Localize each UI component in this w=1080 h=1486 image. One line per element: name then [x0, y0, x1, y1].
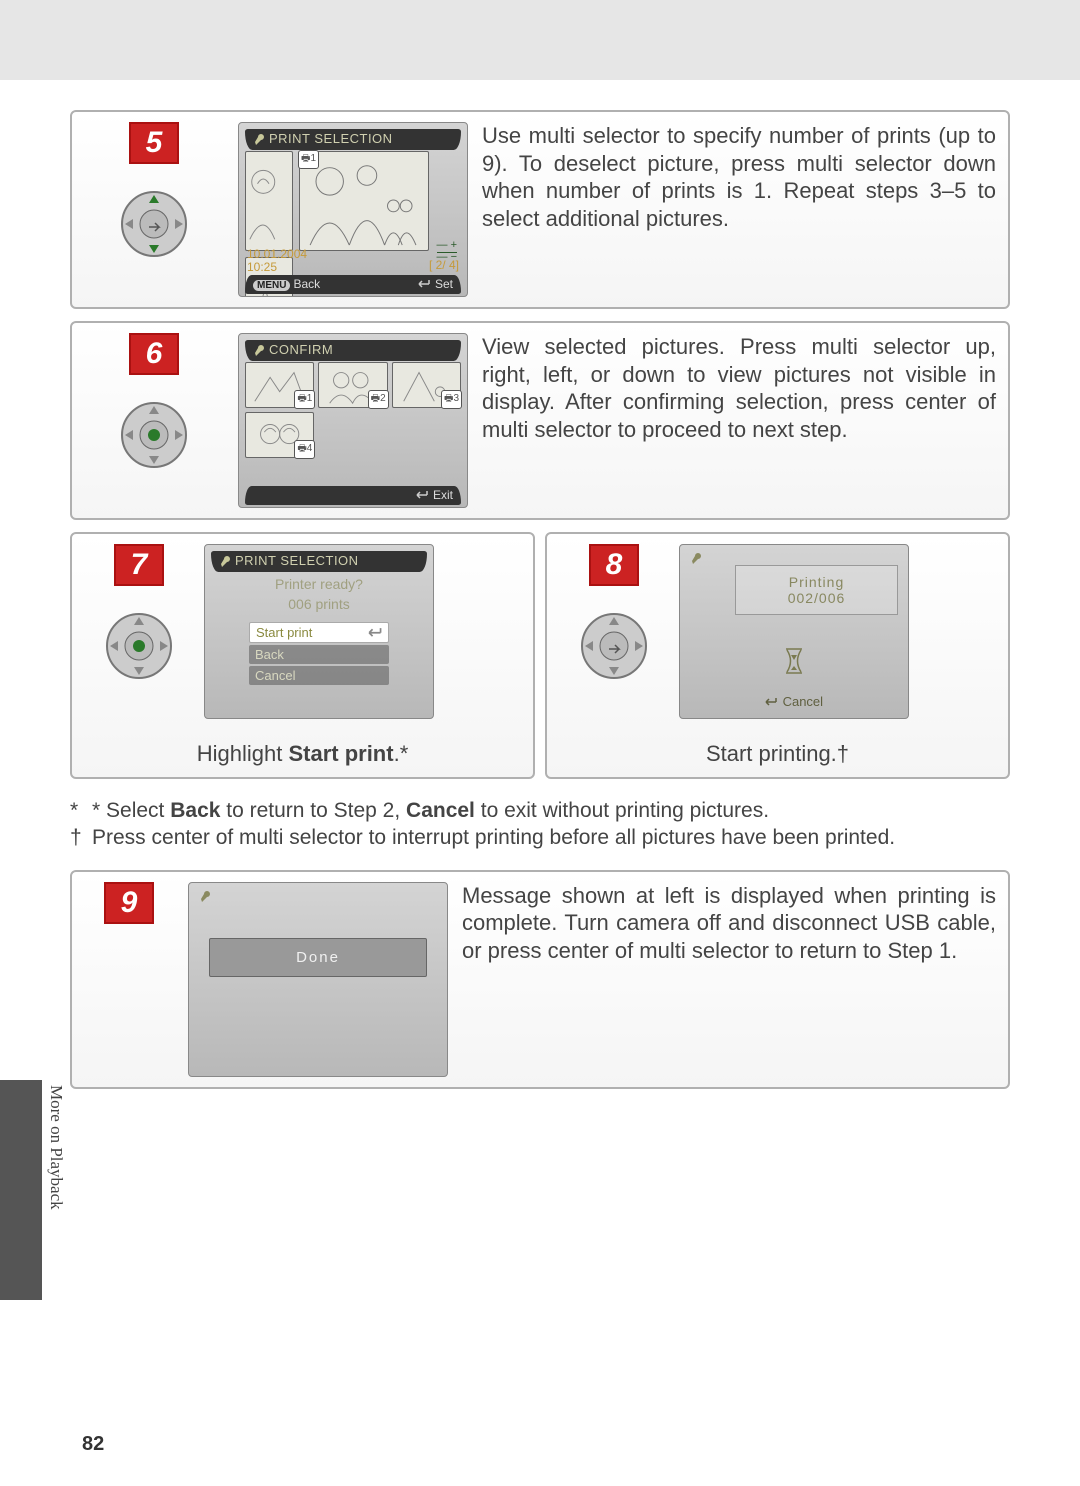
hourglass-icon	[783, 647, 805, 675]
wrench-icon	[219, 554, 235, 570]
screen-5-title: PRINT SELECTION	[245, 129, 461, 150]
printing-progress: 002/006	[744, 590, 889, 606]
screen-9: Done	[188, 882, 448, 1077]
wrench-icon	[253, 132, 269, 148]
step-8-caption: Start printing.†	[706, 741, 849, 767]
footnotes: * * Select Back to return to Step 2, Can…	[70, 797, 1010, 852]
screen-5-counter: [ 2/ 4]	[429, 258, 459, 272]
wrench-icon	[690, 551, 706, 572]
confirm-thumb-2: 🖶2	[318, 362, 387, 408]
badge-1: 🖶1	[294, 390, 315, 409]
side-label: More on Playback	[46, 1085, 66, 1210]
screen-5-datetime: 10.01.2004 10:25	[247, 248, 307, 274]
badge-2: 🖶2	[368, 390, 389, 409]
step-5-box: 5 PRINT SELECTION	[70, 110, 1010, 309]
footnote-dagger: † Press center of multi selector to inte…	[70, 824, 1010, 851]
done-message: Done	[209, 938, 427, 977]
badge-3: 🖶3	[441, 390, 462, 409]
header-bar	[0, 0, 1080, 80]
screen-5-footer: MENUBack Set	[245, 275, 461, 294]
prints-count-text: 006 prints	[211, 595, 427, 615]
screen-5-body: 🖶1	[245, 151, 461, 252]
step-7-number: 7	[114, 544, 164, 586]
confirm-thumb-3: 🖶3	[392, 362, 461, 408]
step-6-box: 6 CONFIRM 🖶1 🖶2	[70, 321, 1010, 520]
printing-panel: Printing 002/006	[735, 565, 898, 615]
enter-icon	[418, 278, 432, 292]
back-action[interactable]: MENUBack	[253, 277, 320, 292]
enter-icon	[765, 695, 779, 710]
screen-7-body: Printer ready? 006 prints Start print Ba…	[211, 573, 427, 694]
confirm-thumb-4: 🖶4	[245, 412, 314, 458]
screen-8: Printing 002/006 Cancel	[679, 544, 909, 719]
thumb-prev	[245, 151, 293, 251]
step-6-number: 6	[129, 333, 179, 375]
multi-selector-icon	[119, 400, 189, 470]
back-option[interactable]: Back	[249, 645, 389, 664]
printer-ready-text: Printer ready?	[211, 575, 427, 595]
start-print-option[interactable]: Start print	[249, 622, 389, 643]
screen-7: PRINT SELECTION Printer ready? 006 print…	[204, 544, 434, 719]
step-5-desc: Use multi selector to specify number of …	[482, 122, 996, 232]
screen-7-title: PRINT SELECTION	[211, 551, 427, 572]
screen-7-title-text: PRINT SELECTION	[235, 553, 359, 568]
step-9-box: 9 Done Message shown at left is displaye…	[70, 870, 1010, 1089]
step-9-desc: Message shown at left is displayed when …	[462, 882, 996, 965]
step-8-number: 8	[589, 544, 639, 586]
screen-6-title-text: CONFIRM	[269, 342, 333, 357]
screen-5: PRINT SELECTION	[238, 122, 468, 297]
screen-6-footer: Exit	[245, 486, 461, 505]
set-action[interactable]: Set	[418, 277, 453, 292]
print-badge-icon: 🖶1	[298, 150, 319, 169]
enter-icon	[368, 626, 384, 641]
multi-selector-icon	[119, 189, 189, 259]
wrench-icon	[253, 343, 269, 359]
confirm-thumb-1: 🖶1	[245, 362, 314, 408]
multi-selector-icon	[104, 611, 174, 681]
step-5-number: 5	[129, 122, 179, 164]
screen-6: CONFIRM 🖶1 🖶2 🖶3 🖶4 Exit	[238, 333, 468, 508]
side-tab	[0, 1080, 42, 1300]
badge-4: 🖶4	[294, 440, 315, 459]
step-7-box: 7 PRIN	[70, 532, 535, 779]
step-8-box: 8	[545, 532, 1010, 779]
screen-5-title-text: PRINT SELECTION	[269, 131, 393, 146]
multi-selector-icon	[579, 611, 649, 681]
screen-6-body: 🖶1 🖶2 🖶3 🖶4	[245, 362, 461, 483]
screen-6-title: CONFIRM	[245, 340, 461, 361]
wrench-icon	[199, 889, 215, 910]
cancel-option[interactable]: Cancel	[249, 666, 389, 685]
page-number: 82	[82, 1433, 104, 1456]
printing-label: Printing	[744, 574, 889, 590]
step-6-desc: View selected pictures. Press multi sele…	[482, 333, 996, 443]
footnote-star: * * Select Back to return to Step 2, Can…	[70, 797, 1010, 824]
enter-icon	[416, 489, 430, 503]
step-9-number: 9	[104, 882, 154, 924]
cancel-action[interactable]: Cancel	[680, 694, 908, 710]
thumb-main: 🖶1	[299, 151, 429, 251]
exit-action[interactable]: Exit	[416, 488, 453, 503]
step-7-caption: Highlight Start print.*	[197, 741, 409, 767]
